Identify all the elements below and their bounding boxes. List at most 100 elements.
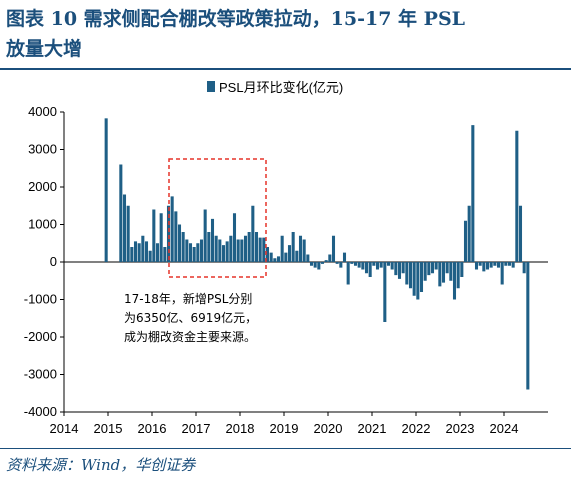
bar (185, 239, 189, 262)
bar (225, 241, 229, 262)
bar (192, 247, 196, 262)
bar (324, 260, 328, 262)
bar (452, 262, 457, 300)
bar (284, 252, 288, 262)
bar (504, 262, 508, 266)
bar (119, 164, 123, 262)
bar (430, 262, 435, 274)
bar (485, 262, 490, 270)
bar (342, 252, 347, 262)
x-tick-label: 2015 (94, 421, 123, 436)
annotation-line3: 成为棚改资金主要来源。 (124, 329, 256, 344)
bar (331, 235, 336, 262)
bar (254, 232, 259, 262)
bar (130, 247, 134, 262)
bar (273, 258, 277, 262)
bar (500, 262, 504, 285)
title-rule (0, 68, 571, 70)
bar (471, 125, 475, 262)
y-tick-label: 2000 (28, 179, 57, 194)
bar (419, 262, 424, 292)
bar (313, 262, 317, 268)
y-tick-label: -4000 (24, 404, 57, 419)
bar (166, 205, 171, 262)
bar (434, 262, 438, 270)
bar (104, 118, 108, 263)
bar (372, 262, 376, 266)
bar (379, 262, 383, 268)
bar (427, 262, 431, 276)
bar (144, 241, 149, 262)
bar (126, 205, 130, 262)
source-rule (0, 448, 571, 449)
bar (251, 205, 255, 262)
bar (133, 241, 138, 262)
bar (394, 262, 398, 276)
x-tick-label: 2014 (50, 421, 79, 436)
bar (346, 262, 350, 285)
bar (474, 262, 479, 270)
bar (522, 262, 526, 274)
bar (467, 205, 471, 262)
bar (416, 262, 420, 300)
bar (210, 218, 215, 262)
source-note: 资料来源：Wind，华创证券 (6, 456, 196, 474)
x-tick-label: 2019 (270, 421, 299, 436)
bar (221, 245, 226, 262)
bar (276, 256, 281, 262)
bar (280, 235, 284, 262)
bar (207, 232, 211, 262)
bar (152, 209, 156, 262)
bar (309, 262, 314, 266)
bar (353, 262, 358, 266)
y-tick-label: 3000 (28, 142, 57, 157)
bar (482, 262, 486, 272)
bar (357, 262, 361, 268)
bar (229, 235, 233, 262)
bar (408, 262, 413, 289)
bar (390, 262, 394, 270)
bar (515, 130, 519, 262)
bar (478, 262, 482, 266)
x-tick-label: 2020 (314, 421, 343, 436)
y-tick-label: -3000 (24, 367, 57, 382)
bar (295, 250, 299, 262)
bar (214, 235, 218, 262)
annotation-line1: 17-18年，新增PSL分别 (124, 291, 252, 306)
bar (262, 237, 266, 262)
bar (335, 262, 339, 264)
bar (460, 262, 464, 277)
x-tick-label: 2023 (446, 421, 475, 436)
y-axis: 4000 3000 2000 1000 0 -1000 -2000 -3000 -4000 (24, 104, 65, 419)
y-tick-label: 4000 (28, 104, 57, 119)
bar (196, 243, 200, 262)
figure-title-line1: 图表 10 需求侧配合棚改等政策拉动，15-17 年 PSL (6, 8, 466, 30)
chart-legend: PSL月环比变化(亿元) (207, 80, 343, 95)
bar (375, 262, 380, 270)
bar (526, 262, 530, 390)
bar (269, 252, 273, 262)
bar (236, 239, 240, 262)
bar (199, 239, 204, 262)
bar (368, 262, 372, 277)
bar (247, 232, 251, 262)
y-tick-label: -2000 (24, 329, 57, 344)
bar (350, 262, 354, 264)
bar (148, 250, 152, 262)
bar (317, 262, 321, 270)
bar (265, 247, 270, 262)
bar (306, 254, 310, 262)
bar (163, 247, 167, 262)
bar (401, 262, 405, 274)
y-tick-label: -1000 (24, 292, 57, 307)
bar (218, 239, 222, 262)
x-tick-label: 2024 (490, 421, 519, 436)
figure-title-line2: 放量大增 (6, 38, 83, 60)
bar (203, 209, 207, 262)
x-tick-label: 2016 (138, 421, 167, 436)
bar (405, 262, 409, 285)
bar (489, 262, 493, 268)
bar (177, 224, 182, 262)
bar (496, 262, 501, 268)
